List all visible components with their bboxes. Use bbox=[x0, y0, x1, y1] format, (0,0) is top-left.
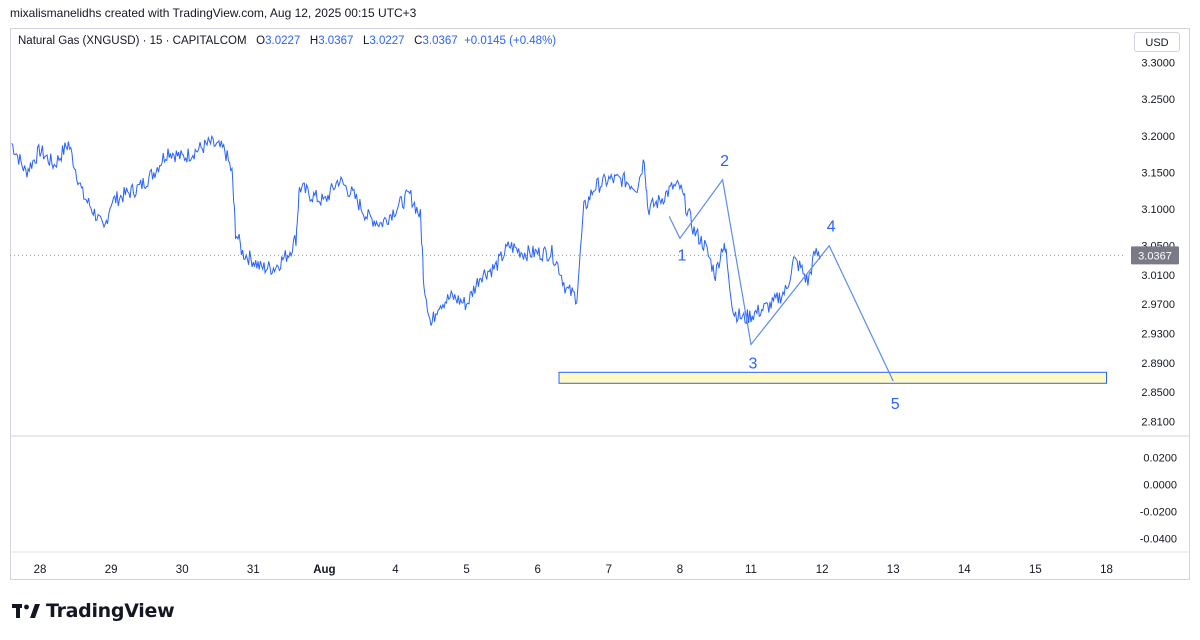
price-tick-label: 3.3000 bbox=[1141, 58, 1175, 70]
wave-projection-line bbox=[668, 178, 894, 382]
time-tick-label: 6 bbox=[534, 564, 540, 576]
price-tick-label: 3.1500 bbox=[1141, 167, 1175, 179]
time-tick-label: 18 bbox=[1100, 564, 1113, 576]
tradingview-logo-icon bbox=[12, 604, 40, 618]
price-tick-label: 2.8500 bbox=[1141, 387, 1175, 399]
last-price-badge bbox=[1131, 246, 1179, 265]
currency-button[interactable]: USD bbox=[1134, 32, 1180, 52]
time-tick-label: 11 bbox=[745, 564, 757, 576]
price-series-line bbox=[11, 134, 823, 326]
chart-frame bbox=[10, 28, 1190, 580]
tradingview-brand[interactable]: TradingView bbox=[12, 600, 175, 622]
price-tick-label: 2.8100 bbox=[1141, 416, 1175, 428]
low-value: 3.0227 bbox=[369, 35, 405, 47]
price-tick-label: 3.1000 bbox=[1141, 204, 1175, 216]
high-label: H bbox=[309, 35, 319, 47]
time-tick-label: 13 bbox=[887, 564, 900, 576]
price-tick-label: 2.9300 bbox=[1141, 329, 1175, 341]
symbol-name: Natural Gas (XNGUSD) · 15 · CAPITALCOM bbox=[18, 35, 247, 47]
wave-label-3: 3 bbox=[749, 355, 758, 372]
oscillator-tick-label: 0.0200 bbox=[1143, 452, 1177, 464]
price-tick-label: 2.9700 bbox=[1141, 299, 1175, 311]
price-tick-label: 3.0100 bbox=[1141, 270, 1175, 282]
close-value: 3.0367 bbox=[422, 35, 458, 47]
wave-label-1: 1 bbox=[677, 247, 686, 264]
time-tick-label: Aug bbox=[313, 564, 335, 576]
oscillator-tick-label: -0.0200 bbox=[1140, 506, 1177, 518]
time-tick-label: 28 bbox=[34, 564, 47, 576]
last-price-badge-label: 3.0367 bbox=[1138, 250, 1172, 262]
wave-label-4: 4 bbox=[827, 219, 836, 236]
time-tick-label: 4 bbox=[392, 564, 399, 576]
time-tick-label: 12 bbox=[816, 564, 829, 576]
time-tick-label: 8 bbox=[677, 564, 683, 576]
target-zone-rectangle bbox=[558, 371, 1107, 384]
oscillator-tick-label: -0.0400 bbox=[1140, 533, 1177, 545]
brand-name: TradingView bbox=[46, 600, 175, 622]
open-label: O bbox=[256, 35, 266, 47]
price-tick-label: 2.8900 bbox=[1141, 358, 1175, 370]
time-tick-label: 30 bbox=[176, 564, 189, 576]
open-value: 3.0227 bbox=[265, 35, 301, 47]
time-tick-label: 31 bbox=[247, 564, 260, 576]
author-credit: mixalismanelidhs created with TradingVie… bbox=[10, 6, 417, 20]
time-tick-label: 15 bbox=[1029, 564, 1042, 576]
wave-label-2: 2 bbox=[720, 153, 729, 170]
time-tick-label: 7 bbox=[606, 564, 612, 576]
price-tick-label: 3.2500 bbox=[1141, 94, 1175, 106]
time-tick-label: 29 bbox=[105, 564, 118, 576]
time-tick-label: 5 bbox=[463, 564, 469, 576]
symbol-legend: Natural Gas (XNGUSD) · 15 · CAPITALCOM O… bbox=[18, 35, 556, 47]
close-label: C bbox=[414, 35, 423, 47]
high-value: 3.0367 bbox=[318, 35, 354, 47]
oscillator-tick-label: 0.0000 bbox=[1143, 479, 1177, 491]
price-tick-label: 3.2000 bbox=[1141, 131, 1175, 143]
change-value: +0.0145 (+0.48%) bbox=[464, 35, 557, 47]
time-tick-label: 14 bbox=[958, 564, 971, 576]
low-label: L bbox=[362, 35, 370, 47]
wave-label-5: 5 bbox=[891, 396, 900, 413]
